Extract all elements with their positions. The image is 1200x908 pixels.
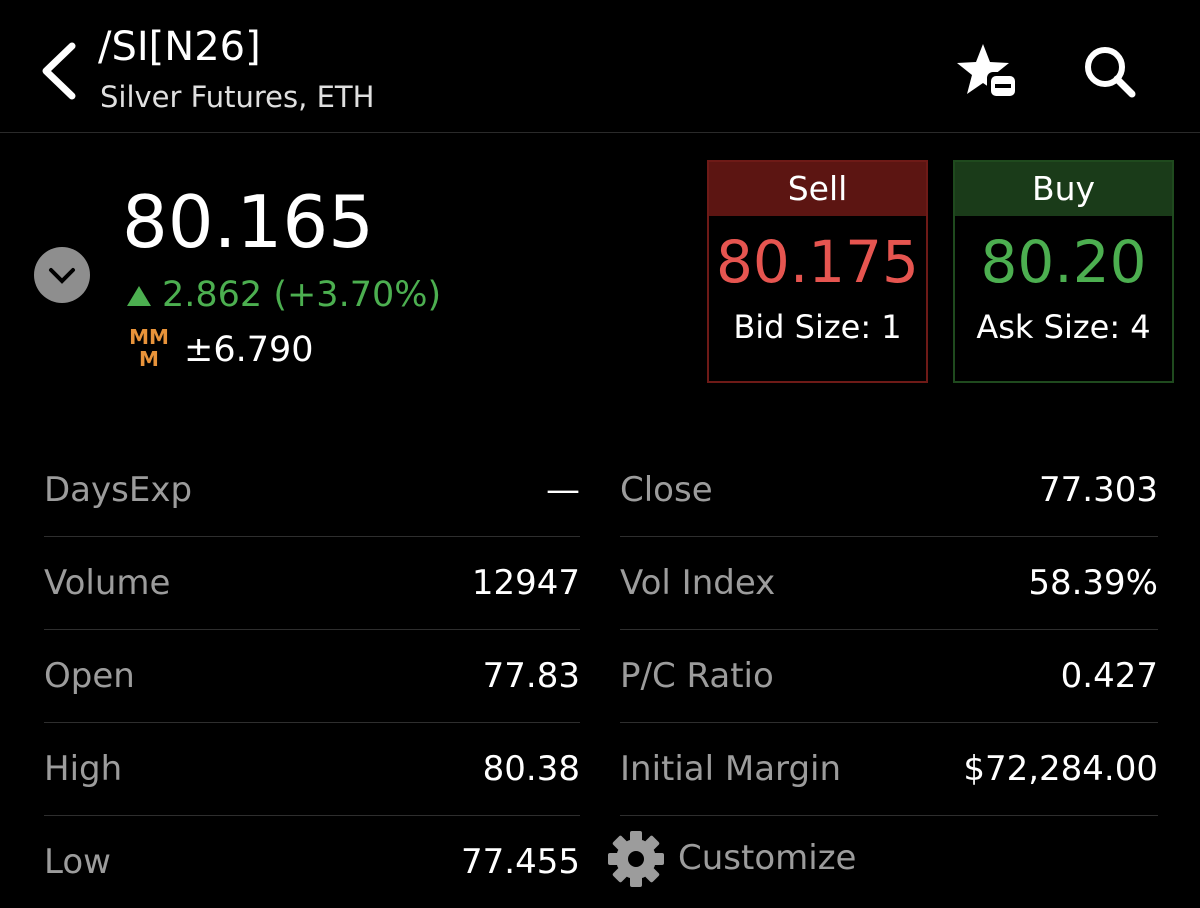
row-divider (44, 722, 580, 723)
stat-label: P/C Ratio (620, 656, 774, 696)
sell-label: Sell (709, 162, 926, 216)
back-button[interactable] (36, 40, 80, 102)
row-divider (44, 536, 580, 537)
stat-value: $72,284.00 (963, 749, 1158, 789)
row-divider (44, 815, 580, 816)
stat-row: Open 77.83 (44, 630, 580, 722)
stat-label: High (44, 749, 123, 789)
stat-value: 58.39% (1028, 563, 1158, 603)
stat-label: Initial Margin (620, 749, 842, 789)
ask-price: 80.20 (980, 228, 1147, 296)
divider (0, 132, 1200, 133)
stat-row: Initial Margin $72,284.00 (620, 723, 1158, 815)
row-divider (620, 629, 1158, 630)
row-divider (620, 815, 1158, 816)
stat-row: Vol Index 58.39% (620, 537, 1158, 629)
mmm-badge: MM M (129, 325, 169, 371)
stat-label: Volume (44, 563, 171, 603)
watchlist-button[interactable] (955, 42, 1019, 102)
buy-label: Buy (955, 162, 1172, 216)
ask-size: Ask Size: 4 (976, 308, 1151, 346)
last-price: 80.165 (122, 180, 374, 264)
stat-label: DaysExp (44, 470, 193, 510)
stat-label: Vol Index (620, 563, 776, 603)
stat-value: 0.427 (1060, 656, 1158, 696)
symbol: /SI[N26] (98, 24, 261, 70)
description: Silver Futures, ETH (100, 80, 375, 114)
stat-value: 80.38 (482, 749, 580, 789)
bid-price: 80.175 (716, 228, 919, 296)
expected-move: ±6.790 (184, 330, 314, 370)
stat-label: Low (44, 842, 111, 882)
stat-value: 77.455 (461, 842, 580, 882)
sell-button[interactable]: Sell 80.175 Bid Size: 1 (707, 160, 928, 383)
stat-row: Close 77.303 (620, 444, 1158, 536)
stat-value: 77.303 (1039, 470, 1158, 510)
row-divider (620, 722, 1158, 723)
left-column: DaysExp — Volume 12947 Open 77.83 High 80.38 Low… (44, 444, 580, 908)
row-divider (620, 536, 1158, 537)
expand-button[interactable] (33, 246, 91, 304)
up-arrow (127, 286, 151, 306)
bid-size: Bid Size: 1 (733, 308, 902, 346)
stat-value: 77.83 (482, 656, 580, 696)
gear-icon (608, 831, 664, 887)
stat-value: 12947 (471, 563, 580, 603)
stat-row: DaysExp — (44, 444, 580, 536)
change: 2.862 (+3.70%) (162, 275, 442, 315)
right-column: Close 77.303 Vol Index 58.39% P/C Ratio 0.427… (620, 444, 1158, 816)
buy-button[interactable]: Buy 80.20 Ask Size: 4 (953, 160, 1174, 383)
search-button[interactable] (1082, 44, 1138, 100)
stat-value: — (546, 470, 580, 510)
stat-row: High 80.38 (44, 723, 580, 815)
stat-row: P/C Ratio 0.427 (620, 630, 1158, 722)
stat-row: Volume 12947 (44, 537, 580, 629)
customize-button[interactable]: Customize (678, 838, 857, 878)
row-divider (44, 629, 580, 630)
stat-label: Close (620, 470, 713, 510)
stat-label: Open (44, 656, 135, 696)
stat-row: Low 77.455 (44, 816, 580, 908)
